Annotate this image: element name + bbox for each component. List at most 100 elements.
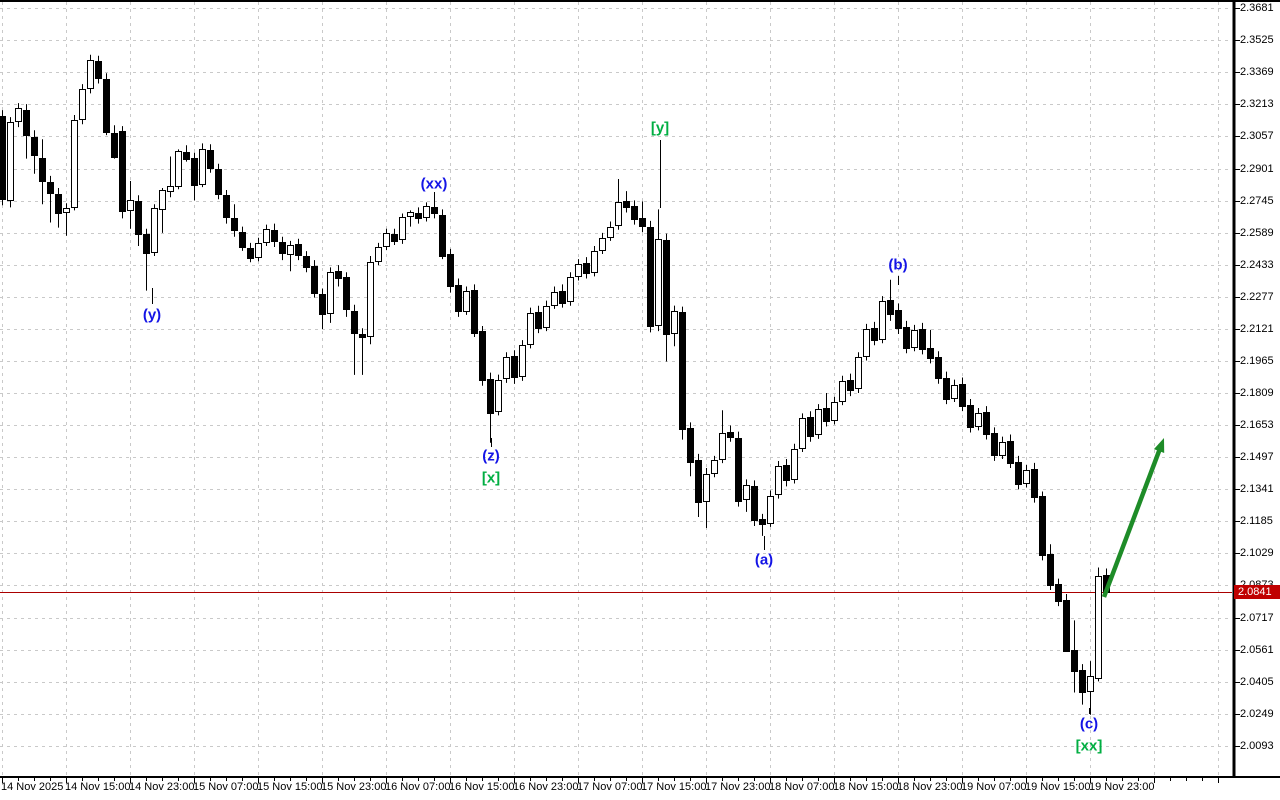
candle-body [1087, 676, 1094, 692]
price-axis-label: 2.2277 [1240, 291, 1274, 303]
candle-body [567, 277, 574, 302]
price-axis-label: 2.0249 [1240, 708, 1274, 720]
time-axis-label: 14 Nov 2025 [1, 781, 64, 793]
candle-body [319, 294, 326, 315]
candle-body [15, 108, 22, 122]
candle-body [543, 306, 550, 328]
candle-body [943, 378, 950, 400]
wave-label-b[interactable]: (b) [888, 256, 908, 274]
candle-body [759, 519, 766, 525]
candle-body [351, 311, 358, 334]
candle-body [271, 230, 278, 242]
candle-body [439, 215, 446, 257]
candle-body [991, 433, 998, 456]
candle-body [879, 301, 886, 340]
time-axis-label: 17 Nov 23:00 [705, 781, 771, 793]
candle-body [863, 329, 870, 357]
candle-body [255, 243, 262, 258]
candle-body [503, 357, 510, 379]
candle-body [63, 208, 70, 213]
trend-arrow-head [1153, 438, 1165, 454]
time-axis-label: 18 Nov 07:00 [769, 781, 835, 793]
candle-body [639, 218, 646, 227]
candle-body [767, 496, 774, 524]
candle-body [847, 380, 854, 391]
candle-body [175, 151, 182, 187]
wave-label-x[interactable]: [x] [481, 469, 501, 487]
candle-body [927, 348, 934, 359]
price-axis-label: 2.1185 [1240, 515, 1273, 527]
price-axis-label: 2.1809 [1240, 387, 1274, 399]
candle-body [311, 266, 318, 294]
candle-body [583, 263, 590, 274]
time-axis-label: 15 Nov 23:00 [321, 781, 387, 793]
candle-body [519, 345, 526, 377]
candle-body [431, 207, 438, 214]
candle-body [479, 331, 486, 381]
candle-body [727, 432, 734, 438]
candle-body [1063, 600, 1070, 652]
candle-body [111, 133, 118, 158]
candle-body [1039, 496, 1046, 556]
wave-label-a[interactable]: (a) [754, 551, 774, 569]
candle-body [367, 262, 374, 337]
candle-body [887, 300, 894, 315]
time-axis-label: 15 Nov 07:00 [193, 781, 259, 793]
candle-body [215, 169, 222, 195]
candle-body [31, 137, 38, 156]
candle-body [1079, 670, 1086, 693]
wave-label-y[interactable]: (y) [142, 306, 162, 324]
wave-label-xx[interactable]: (xx) [420, 175, 448, 193]
current-price-badge: 2.0841 [1234, 585, 1280, 599]
candle-body [735, 438, 742, 502]
price-axis-label: 2.0561 [1240, 644, 1274, 656]
candle-body [471, 290, 478, 334]
price-axis-label: 2.0093 [1240, 740, 1274, 752]
candle-body [1031, 469, 1038, 498]
candle-body [415, 213, 422, 219]
price-axis-label: 2.3213 [1240, 98, 1274, 110]
candle-body [455, 285, 462, 312]
candle-body [239, 232, 246, 248]
candle-body [151, 208, 158, 253]
candle-body [751, 486, 758, 521]
candle-body [127, 200, 134, 211]
candle-body [95, 61, 102, 79]
candle-body [1055, 584, 1062, 602]
time-axis-label: 16 Nov 15:00 [449, 781, 515, 793]
candle-body [599, 238, 606, 251]
candle-body [383, 233, 390, 247]
candle-body [983, 412, 990, 435]
price-axis-label: 2.2745 [1240, 195, 1274, 207]
candle-body [1007, 441, 1014, 464]
price-axis-label: 2.3681 [1240, 2, 1274, 14]
candle-body [935, 357, 942, 379]
candle-body [391, 234, 398, 242]
candle-body [1071, 650, 1078, 672]
wave-label-z[interactable]: (z) [482, 447, 500, 465]
candle-body [975, 413, 982, 427]
candle-body [679, 312, 686, 430]
candle-body [823, 408, 830, 422]
candle-body [87, 60, 94, 89]
candle-body [791, 449, 798, 480]
wave-label-xx[interactable]: [xx] [1075, 737, 1103, 755]
wave-label-c[interactable]: (c) [1079, 715, 1099, 733]
time-axis-label: 17 Nov 07:00 [577, 781, 643, 793]
candle-body [191, 158, 198, 186]
candle-body [295, 244, 302, 256]
candle-body [359, 334, 366, 338]
candle-body [623, 201, 630, 208]
candle-body [711, 460, 718, 474]
time-axis-label: 19 Nov 23:00 [1089, 781, 1155, 793]
time-axis-label: 18 Nov 23:00 [897, 781, 963, 793]
candle-body [247, 248, 254, 259]
price-axis-label: 2.1029 [1240, 547, 1274, 559]
candle-body [159, 190, 166, 210]
candle-body [399, 217, 406, 240]
time-axis-label: 18 Nov 15:00 [833, 781, 899, 793]
wave-label-y[interactable]: [y] [650, 119, 670, 137]
candle-body [919, 329, 926, 350]
candle-body [671, 311, 678, 334]
